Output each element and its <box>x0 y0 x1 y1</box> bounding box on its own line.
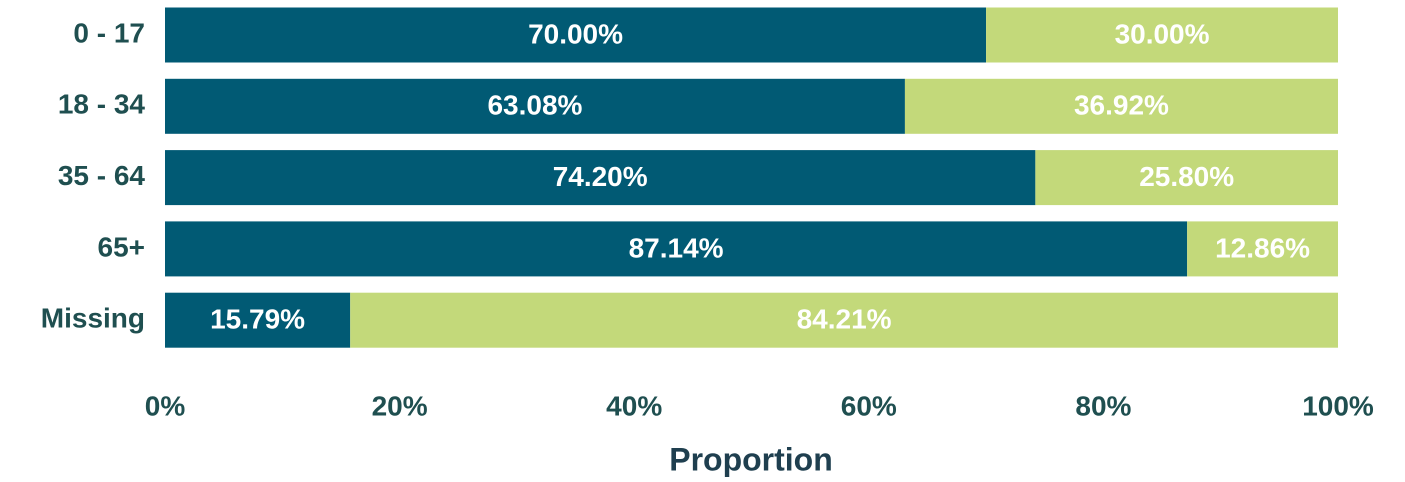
bar-segment <box>165 78 905 134</box>
x-axis-label: Proportion <box>669 441 833 477</box>
x-tick-label: 40% <box>606 390 662 421</box>
value-label: 15.79% <box>210 304 305 335</box>
bar-segment <box>165 221 1188 277</box>
y-tick-label: 65+ <box>98 231 146 262</box>
x-tick-label: 60% <box>841 390 897 421</box>
y-tick-label: 35 - 64 <box>58 160 146 191</box>
value-label: 87.14% <box>629 232 724 263</box>
x-tick-label: 20% <box>372 390 428 421</box>
value-label: 70.00% <box>528 18 623 49</box>
value-label: 25.80% <box>1139 161 1234 192</box>
y-tick-label: Missing <box>41 303 145 334</box>
value-label: 30.00% <box>1115 18 1210 49</box>
value-label: 84.21% <box>797 304 892 335</box>
bar-segment <box>350 292 1339 348</box>
y-tick-label: 0 - 17 <box>73 17 145 48</box>
bar-segment <box>165 150 1036 206</box>
x-tick-label: 80% <box>1075 390 1131 421</box>
bar-segment <box>1035 150 1338 206</box>
value-label: 12.86% <box>1215 232 1310 263</box>
bar-segment <box>165 292 351 348</box>
value-label: 74.20% <box>553 161 648 192</box>
value-label: 36.92% <box>1074 90 1169 121</box>
x-tick-label: 100% <box>1302 390 1374 421</box>
x-tick-label: 0% <box>145 390 186 421</box>
value-label: 63.08% <box>487 90 582 121</box>
bar-segment <box>165 7 987 63</box>
y-tick-label: 18 - 34 <box>58 89 146 120</box>
bar-segment <box>904 78 1338 134</box>
bar-segment <box>986 7 1338 63</box>
bar-segment <box>1187 221 1338 277</box>
